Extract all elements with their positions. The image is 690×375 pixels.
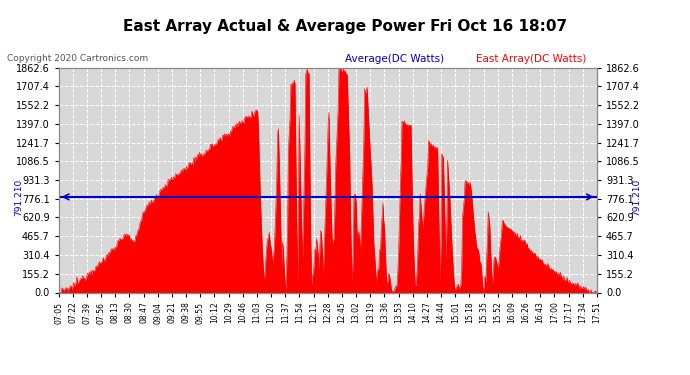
Text: East Array Actual & Average Power Fri Oct 16 18:07: East Array Actual & Average Power Fri Oc…: [123, 19, 567, 34]
Text: 791.210: 791.210: [633, 178, 642, 216]
Text: 791.210: 791.210: [14, 178, 23, 216]
Text: Average(DC Watts): Average(DC Watts): [345, 54, 444, 64]
Text: East Array(DC Watts): East Array(DC Watts): [476, 54, 586, 64]
Text: Copyright 2020 Cartronics.com: Copyright 2020 Cartronics.com: [7, 54, 148, 63]
